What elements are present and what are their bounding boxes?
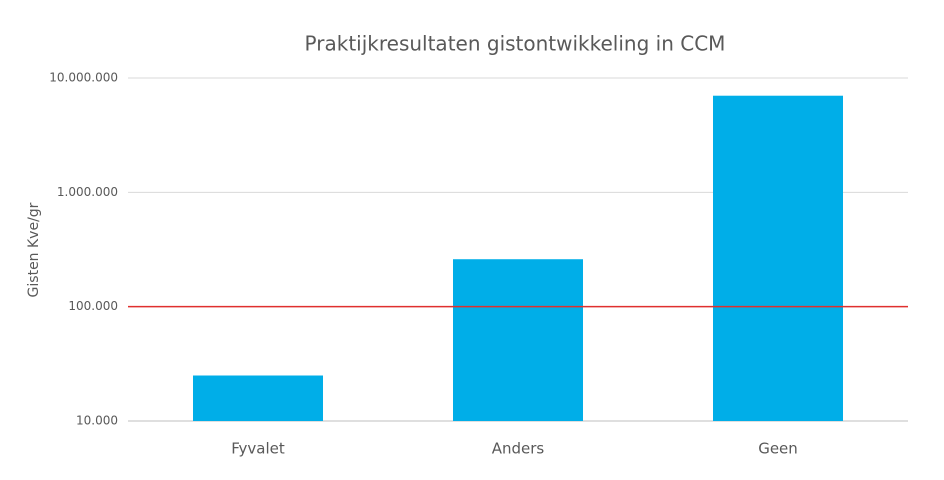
chart-title: Praktijkresultaten gistontwikkeling in C… (305, 32, 726, 56)
y-tick-label: 100.000 (68, 299, 118, 313)
x-tick-label: Anders (492, 440, 545, 458)
x-tick-label: Geen (758, 440, 798, 458)
bar (453, 259, 583, 421)
bar (713, 95, 843, 422)
bar (193, 375, 323, 421)
y-tick-label: 1.000.000 (57, 185, 118, 199)
y-axis-label: Gisten Kve/gr (26, 202, 42, 297)
y-tick-label: 10.000.000 (49, 71, 118, 85)
x-tick-label: Fyvalet (231, 440, 285, 458)
y-tick-label: 10.000 (76, 414, 118, 428)
